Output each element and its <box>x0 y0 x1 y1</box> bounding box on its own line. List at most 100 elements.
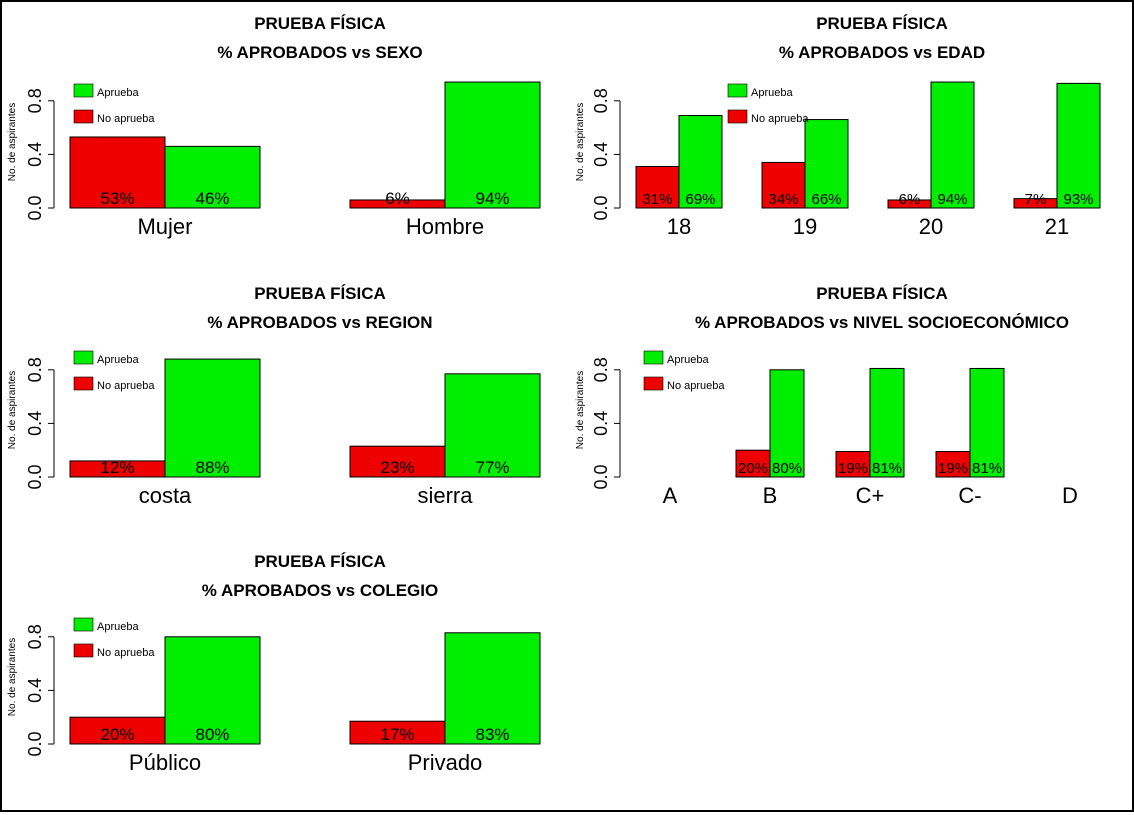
y-tick-label: 0.8 <box>25 88 45 113</box>
bar-label-no-aprueba: 53% <box>100 189 134 208</box>
legend-label: Aprueba <box>751 87 793 99</box>
bar-label-aprueba: 80% <box>195 725 229 744</box>
bar-label-no-aprueba: 23% <box>380 458 414 477</box>
legend-swatch <box>643 350 664 365</box>
bar-label-no-aprueba: 20% <box>100 725 134 744</box>
bar-label-aprueba: 88% <box>195 458 229 477</box>
bar-aprueba <box>1056 82 1101 209</box>
chart-panel-0: PRUEBA FÍSICA % APROBADOS vs SEXO No. de a… <box>7 14 541 239</box>
chart-panel-4: PRUEBA FÍSICA % APROBADOS vs COLEGIO No. d… <box>7 552 541 775</box>
legend: Aprueba No aprueba <box>73 617 155 659</box>
chart-panel-3: PRUEBA FÍSICA % APROBADOS vs NIVEL SOCIOE… <box>575 284 1078 508</box>
y-axis-label: No. de aspirantes <box>575 371 586 449</box>
y-tick-label: 0.8 <box>591 88 611 113</box>
bar-label-no-aprueba: 31% <box>642 191 672 208</box>
x-category-label: A <box>663 483 678 508</box>
bar-aprueba <box>930 81 975 209</box>
bar-no-aprueba <box>635 165 680 209</box>
bar-label-aprueba: 83% <box>475 725 509 744</box>
legend: Aprueba No aprueba <box>73 350 155 392</box>
legend-label: Aprueba <box>97 621 139 633</box>
bar-aprueba <box>164 636 261 745</box>
legend-label: No aprueba <box>97 380 155 392</box>
legend-label: Aprueba <box>667 354 709 366</box>
legend-label: No aprueba <box>97 113 155 125</box>
legend-swatch <box>643 376 664 391</box>
legend-label: No aprueba <box>667 380 725 392</box>
y-axis-label: No. de aspirantes <box>7 371 18 449</box>
bar-label-no-aprueba: 20% <box>738 460 768 477</box>
y-tick-label: 0.0 <box>25 464 45 489</box>
x-category-label: D <box>1062 483 1078 508</box>
bar-aprueba <box>969 367 1005 478</box>
y-tick-label: 0.4 <box>591 142 611 167</box>
y-axis-label: No. de aspirantes <box>7 103 18 181</box>
chart-panel-1: PRUEBA FÍSICA % APROBADOS vs EDAD No. de a… <box>575 14 1101 239</box>
y-tick-label: 0.4 <box>25 142 45 167</box>
chart-subtitle: % APROBADOS vs NIVEL SOCIOECONÓMICO <box>695 313 1069 332</box>
legend-swatch <box>73 350 94 365</box>
bar-label-aprueba: 93% <box>1063 191 1093 208</box>
bar-aprueba <box>804 119 849 209</box>
bar-label-aprueba: 69% <box>685 191 715 208</box>
y-tick-label: 0.0 <box>591 195 611 220</box>
x-category-label: C+ <box>856 483 885 508</box>
y-tick-label: 0.0 <box>25 731 45 756</box>
chart-subtitle: % APROBADOS vs EDAD <box>779 43 985 62</box>
legend-swatch <box>727 109 748 124</box>
chart-subtitle: % APROBADOS vs COLEGIO <box>202 581 438 600</box>
bar-aprueba <box>444 81 541 209</box>
x-category-label: 19 <box>793 214 817 239</box>
x-category-label: 21 <box>1045 214 1069 239</box>
chart-subtitle: % APROBADOS vs SEXO <box>217 43 422 62</box>
legend-label: Aprueba <box>97 87 139 99</box>
legend-label: No aprueba <box>751 113 809 125</box>
bar-label-no-aprueba: 12% <box>100 458 134 477</box>
legend-swatch <box>73 617 94 632</box>
y-tick-label: 0.8 <box>591 357 611 382</box>
x-category-label: 20 <box>919 214 943 239</box>
chart-title: PRUEBA FÍSICA <box>254 284 386 303</box>
x-category-label: sierra <box>417 483 473 508</box>
chart-panel-2: PRUEBA FÍSICA % APROBADOS vs REGION No. de… <box>7 284 541 508</box>
y-tick-label: 0.0 <box>25 195 45 220</box>
legend-swatch <box>73 376 94 391</box>
bar-label-aprueba: 77% <box>475 458 509 477</box>
x-category-label: costa <box>139 483 192 508</box>
bar-label-aprueba: 66% <box>811 191 841 208</box>
legend: Aprueba No aprueba <box>643 350 725 392</box>
y-tick-label: 0.8 <box>25 624 45 649</box>
bar-aprueba <box>678 115 723 209</box>
legend-label: Aprueba <box>97 354 139 366</box>
legend-swatch <box>73 83 94 98</box>
y-axis-label: No. de aspirantes <box>7 638 18 716</box>
bar-aprueba <box>869 367 905 478</box>
bar-aprueba <box>444 632 541 745</box>
legend: Aprueba No aprueba <box>727 83 809 125</box>
bar-label-no-aprueba: 17% <box>380 725 414 744</box>
bar-label-aprueba: 94% <box>937 191 967 208</box>
bar-label-no-aprueba: 34% <box>768 191 798 208</box>
bar-label-no-aprueba: 7% <box>1025 191 1047 208</box>
x-category-label: B <box>763 483 778 508</box>
bar-no-aprueba <box>835 451 871 478</box>
chart-subtitle: % APROBADOS vs REGION <box>207 313 432 332</box>
bar-aprueba <box>164 145 261 209</box>
legend-swatch <box>73 109 94 124</box>
x-category-label: C- <box>958 483 981 508</box>
bar-label-no-aprueba: 6% <box>385 189 410 208</box>
bar-label-aprueba: 80% <box>772 460 802 477</box>
bar-label-aprueba: 81% <box>972 460 1002 477</box>
y-tick-label: 0.4 <box>25 678 45 703</box>
chart-title: PRUEBA FÍSICA <box>254 552 386 571</box>
chart-title: PRUEBA FÍSICA <box>254 14 386 33</box>
bar-label-no-aprueba: 6% <box>899 191 921 208</box>
legend-label: No aprueba <box>97 647 155 659</box>
bar-aprueba <box>164 358 261 478</box>
x-category-label: Privado <box>408 750 483 775</box>
legend-swatch <box>73 643 94 658</box>
bar-no-aprueba <box>935 451 971 478</box>
legend: Aprueba No aprueba <box>73 83 155 125</box>
